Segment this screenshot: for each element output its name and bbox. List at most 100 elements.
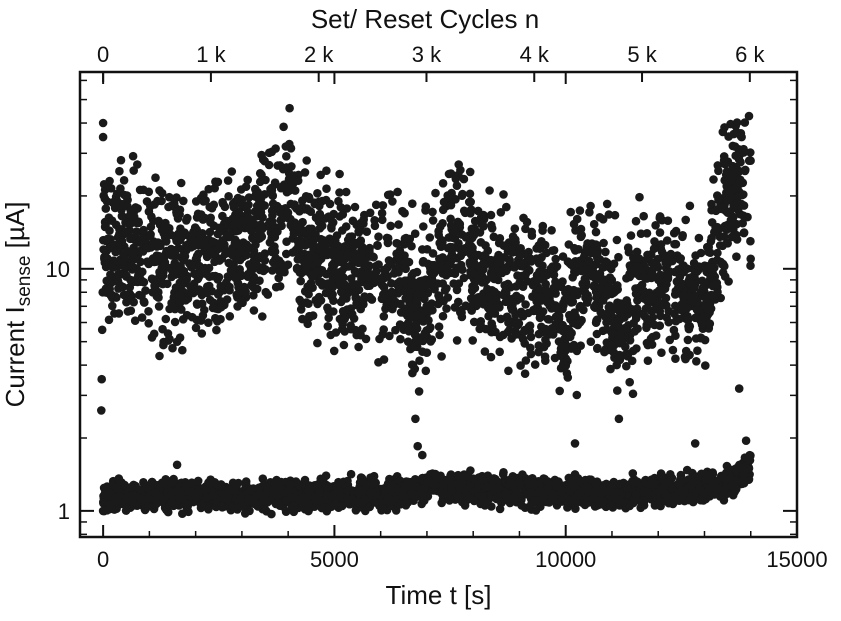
data-point-high: [727, 232, 737, 242]
data-point-high: [726, 215, 736, 225]
data-point-high: [311, 230, 320, 239]
data-point-high: [205, 227, 215, 237]
data-point-high: [268, 191, 278, 201]
data-point-high: [446, 253, 456, 262]
data-point-high: [464, 197, 474, 207]
data-point-high: [733, 180, 742, 190]
data-point-high: [305, 194, 314, 204]
data-point-high: [709, 175, 718, 184]
data-point-high: [518, 311, 528, 321]
data-point-low: [704, 484, 714, 493]
data-point-high: [525, 321, 535, 331]
data-point-high: [657, 248, 667, 257]
data-point-high: [732, 127, 741, 137]
data-point-high: [365, 243, 374, 253]
data-point-low: [493, 493, 502, 502]
data-point-high: [259, 266, 268, 276]
data-point-high: [708, 263, 718, 273]
data-point-high: [289, 229, 299, 239]
data-point-high: [233, 302, 242, 311]
data-point-high: [225, 282, 234, 292]
data-point-high: [429, 260, 439, 270]
data-point-high: [630, 327, 639, 336]
data-point-low: [289, 507, 299, 517]
data-point-high: [683, 264, 692, 274]
data-point-high: [296, 276, 306, 286]
data-point-high: [303, 282, 313, 291]
data-point-high: [606, 364, 615, 374]
data-point-high: [228, 251, 238, 260]
data-point-high: [157, 269, 166, 279]
data-point-high: [714, 166, 723, 176]
data-point-high: [615, 353, 625, 363]
data-point-high: [428, 207, 437, 217]
data-point-high: [419, 222, 428, 231]
data-point-high: [383, 234, 393, 243]
data-point-high: [513, 318, 523, 327]
data-point-high: [128, 151, 138, 161]
data-point-high: [361, 334, 371, 344]
data-point-high: [566, 207, 575, 217]
data-point-high: [235, 255, 245, 265]
data-point-high: [693, 346, 702, 356]
data-point-high: [426, 276, 436, 286]
data-point-high: [258, 213, 267, 222]
data-point-high: [731, 203, 741, 213]
data-point-high: [685, 201, 695, 211]
data-point-high: [573, 287, 583, 296]
data-point-high: [316, 170, 326, 180]
data-point-high: [508, 248, 517, 257]
data-point-low: [570, 439, 580, 448]
data-point-high: [213, 244, 223, 254]
data-point-high: [212, 325, 221, 335]
data-point-high: [308, 241, 318, 250]
data-point-high: [414, 387, 424, 396]
data-point-high: [206, 218, 215, 227]
data-point-high: [137, 313, 147, 322]
data-point-high: [459, 174, 469, 184]
data-point-low: [165, 477, 175, 486]
data-point-high: [486, 352, 496, 362]
data-point-high: [442, 262, 452, 272]
data-point-high: [544, 315, 554, 324]
data-point-high: [438, 205, 448, 215]
data-point-low: [690, 439, 700, 448]
data-point-high: [424, 316, 433, 325]
data-point-high: [293, 176, 303, 185]
x-tick-label: 15000: [766, 547, 827, 572]
data-point-high: [426, 323, 435, 332]
data-point-high: [547, 226, 556, 235]
data-point-high: [407, 241, 416, 251]
data-point-high: [614, 414, 624, 424]
data-point-high: [573, 258, 583, 268]
data-point-high: [340, 242, 350, 251]
data-point-high: [561, 288, 570, 297]
data-point-high: [139, 277, 149, 287]
data-point-high: [150, 200, 159, 209]
data-point-high: [634, 254, 644, 263]
data-point-high: [379, 282, 389, 292]
data-point-high: [707, 233, 716, 243]
data-point-high: [713, 248, 722, 258]
data-point-low: [610, 488, 620, 498]
data-point-high: [613, 281, 622, 290]
data-point-high: [147, 212, 156, 221]
data-point-low: [387, 497, 396, 507]
data-point-low: [250, 499, 259, 509]
data-point-low: [656, 469, 666, 478]
data-point-high: [313, 338, 322, 348]
data-point-high: [179, 255, 188, 265]
data-point-high: [369, 252, 378, 262]
data-point-high: [602, 199, 612, 209]
data-point-low: [588, 494, 597, 503]
data-point-high: [536, 292, 546, 302]
data-point-high: [315, 209, 325, 219]
data-point-high: [163, 329, 173, 338]
data-point-high: [572, 390, 582, 400]
data-point-high: [588, 262, 598, 272]
data-point-high: [583, 295, 592, 304]
data-point-high: [415, 356, 424, 366]
data-point-high: [691, 334, 701, 343]
data-point-high: [459, 273, 469, 283]
